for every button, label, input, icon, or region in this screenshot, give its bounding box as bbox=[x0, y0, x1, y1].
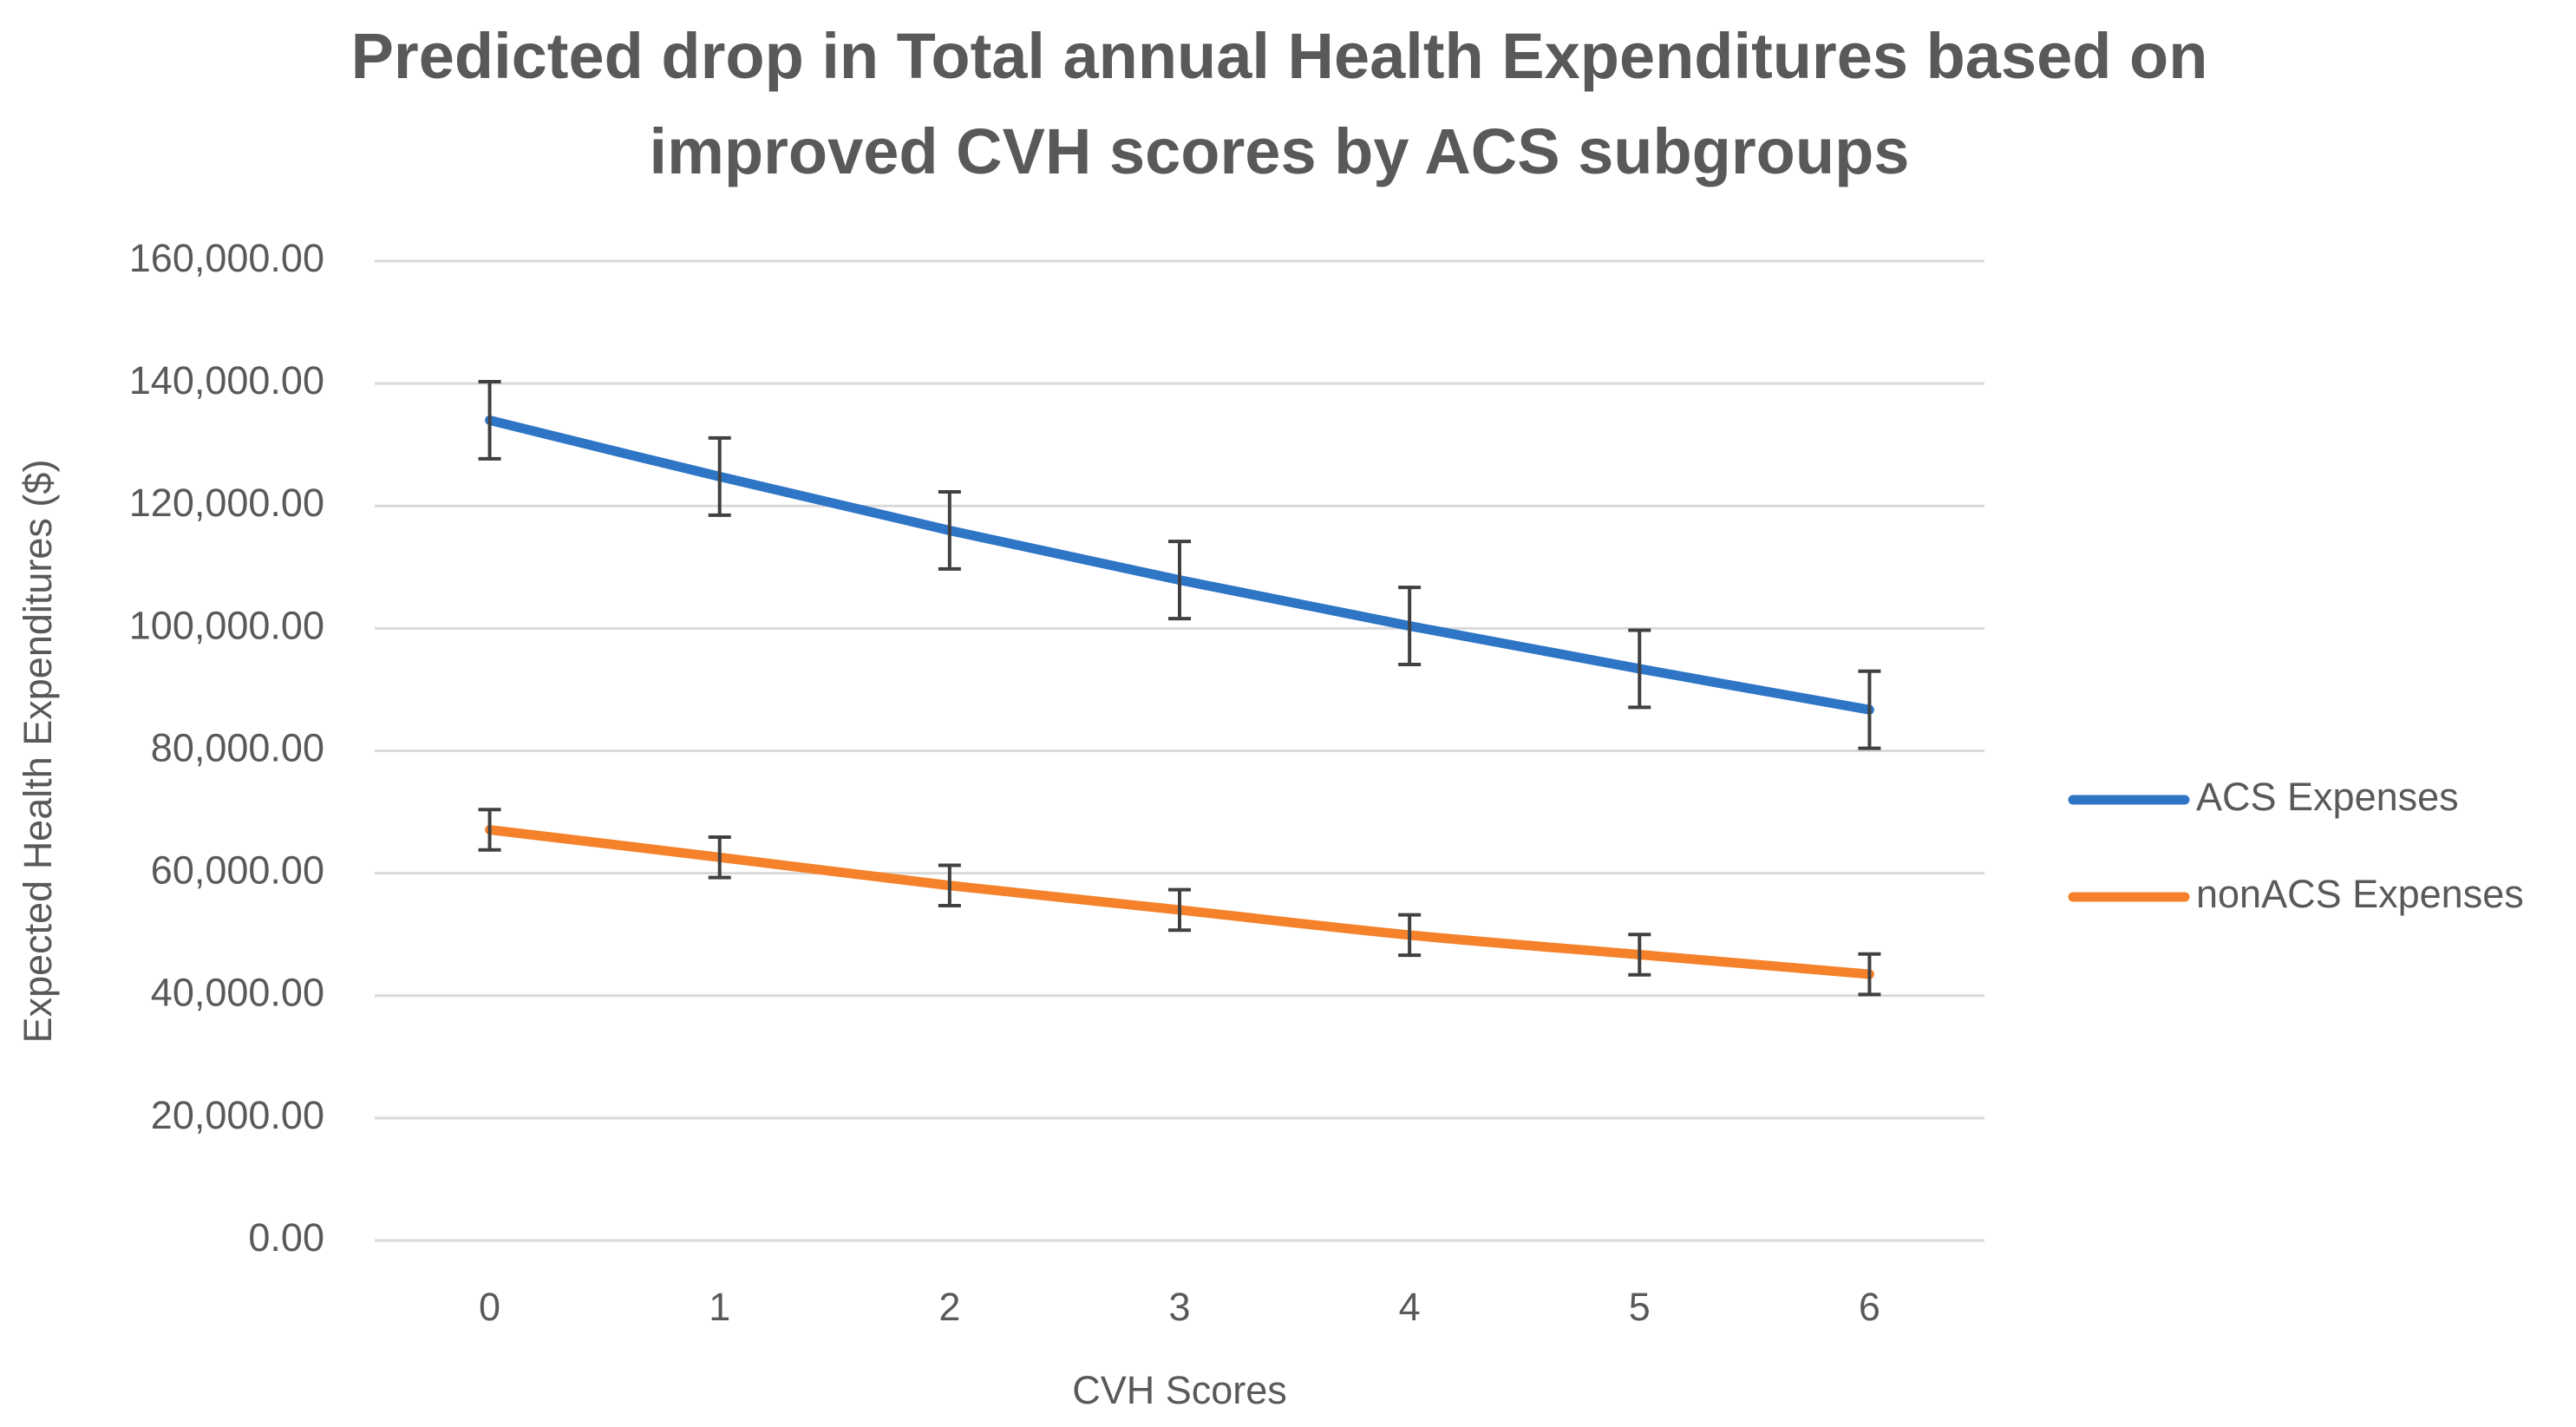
y-tick-label: 80,000.00 bbox=[151, 725, 324, 769]
y-tick-label: 140,000.00 bbox=[129, 358, 324, 403]
error-bar bbox=[478, 808, 501, 852]
error-bar bbox=[1398, 913, 1422, 958]
x-tick-label: 6 bbox=[1859, 1285, 1880, 1329]
y-tick-label: 0.00 bbox=[248, 1215, 324, 1260]
error-bar bbox=[1628, 628, 1651, 710]
x-tick-label: 3 bbox=[1168, 1285, 1190, 1329]
x-tick-label: 0 bbox=[479, 1285, 500, 1329]
error-bar bbox=[708, 435, 731, 517]
error-bar bbox=[1628, 933, 1651, 977]
x-tick-label: 1 bbox=[709, 1285, 730, 1329]
error-bar bbox=[1398, 586, 1422, 667]
y-tick-label: 40,000.00 bbox=[151, 971, 324, 1015]
error-bar bbox=[938, 490, 961, 571]
x-tick-label: 2 bbox=[938, 1285, 960, 1329]
error-bar bbox=[1168, 887, 1191, 933]
x-tick-label: 5 bbox=[1629, 1285, 1651, 1329]
error-bar bbox=[708, 835, 731, 880]
error-bar bbox=[1168, 540, 1191, 621]
chart-title: Predicted drop in Total annual Health Ex… bbox=[350, 20, 2208, 187]
x-tick-label: 4 bbox=[1399, 1285, 1421, 1329]
x-axis-title: CVH Scores bbox=[1072, 1368, 1287, 1412]
error-bar bbox=[938, 863, 961, 908]
legend-label: nonACS Expenses bbox=[2196, 872, 2524, 916]
error-bar bbox=[1858, 669, 1881, 750]
error-bar bbox=[478, 380, 501, 461]
y-tick-label: 60,000.00 bbox=[151, 848, 324, 893]
y-axis-title: Expected Health Expenditures ($) bbox=[16, 460, 60, 1044]
y-tick-label: 160,000.00 bbox=[129, 236, 324, 280]
y-tick-label: 120,000.00 bbox=[129, 481, 324, 525]
y-tick-label: 20,000.00 bbox=[151, 1093, 324, 1137]
y-tick-label: 100,000.00 bbox=[129, 603, 324, 647]
legend-label: ACS Expenses bbox=[2196, 775, 2459, 819]
error-bar bbox=[1858, 952, 1881, 997]
